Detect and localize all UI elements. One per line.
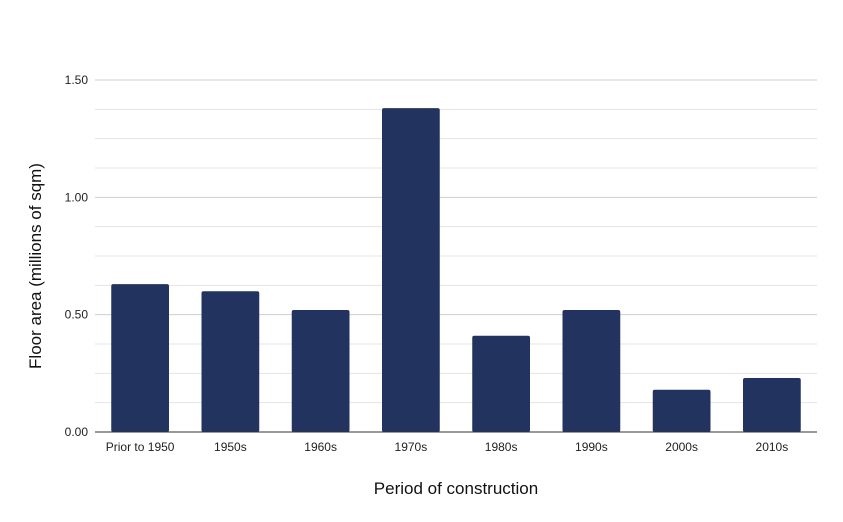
x-tick-label: 1980s <box>485 440 518 454</box>
x-tick-label: 1990s <box>575 440 608 454</box>
y-axis-ticks: 0.00 0.50 1.00 1.50 <box>65 73 89 439</box>
y-tick-label: 0.00 <box>65 425 89 439</box>
bar <box>292 310 350 432</box>
x-axis-title: Period of construction <box>374 479 538 498</box>
x-tick-label: 1970s <box>395 440 428 454</box>
bar <box>653 390 711 432</box>
bar <box>201 291 259 432</box>
x-axis-ticks: Prior to 1950 1950s 1960s 1970s 1980s 1990s 20… <box>106 440 788 454</box>
y-tick-label: 0.50 <box>65 308 89 322</box>
x-tick-label: 2010s <box>756 440 789 454</box>
bar <box>382 108 440 432</box>
x-tick-label: 1950s <box>214 440 247 454</box>
bars <box>111 108 801 432</box>
x-tick-label: Prior to 1950 <box>106 440 175 454</box>
bar <box>111 284 169 432</box>
y-tick-label: 1.50 <box>65 73 89 87</box>
x-tick-label: 2000s <box>665 440 698 454</box>
x-tick-label: 1960s <box>304 440 337 454</box>
bar <box>743 378 801 432</box>
bar <box>562 310 620 432</box>
y-axis-title: Floor area (millions of sqm) <box>26 163 45 369</box>
bar <box>472 336 530 432</box>
y-tick-label: 1.00 <box>65 190 89 204</box>
